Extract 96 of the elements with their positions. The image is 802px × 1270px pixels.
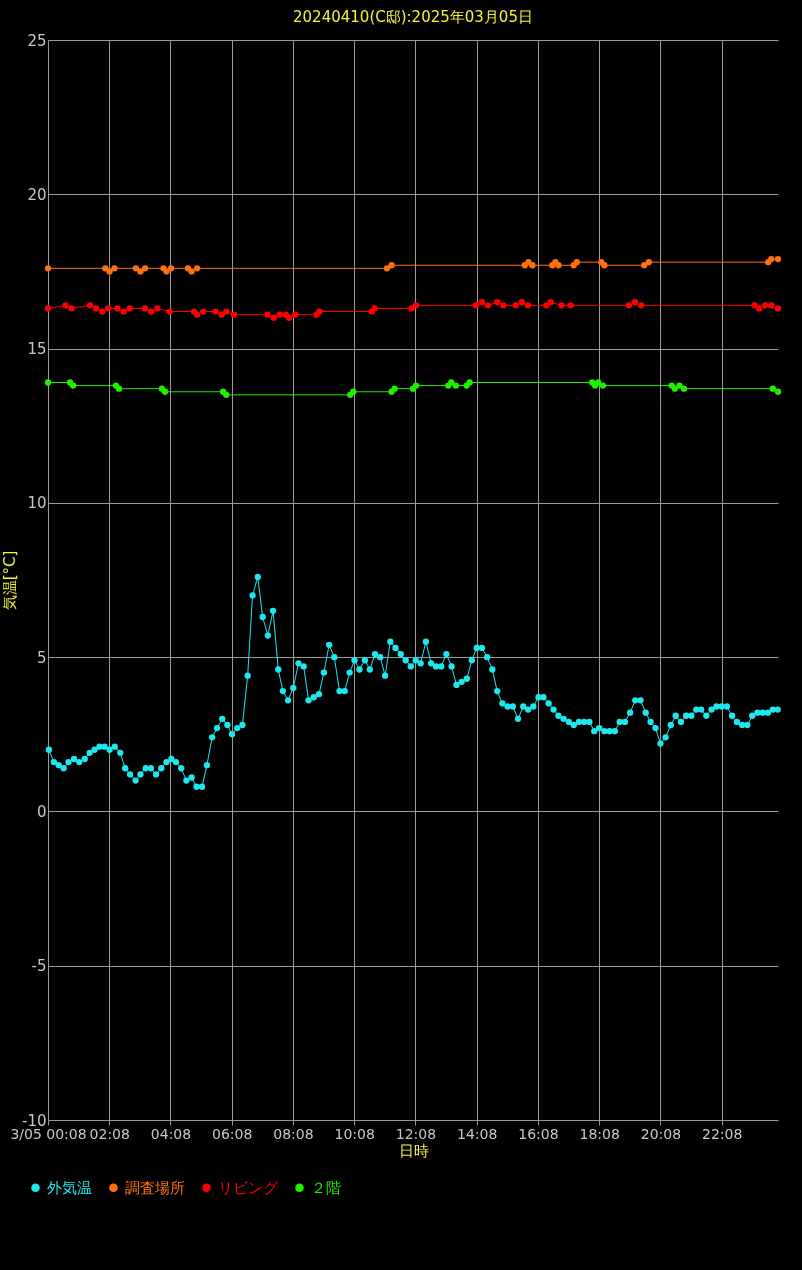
point: [412, 302, 420, 309]
chart-title: 20240410(C邸):2025年03月05日: [293, 8, 533, 26]
point: [641, 262, 648, 269]
point: [270, 314, 277, 321]
point: [218, 311, 225, 318]
point: [512, 302, 519, 309]
point: [223, 391, 230, 399]
x-tick-label: 02:08: [89, 1125, 130, 1142]
point: [132, 265, 140, 272]
point: [86, 302, 94, 309]
point: [200, 308, 207, 315]
y-tick-label: 5: [36, 648, 47, 667]
point: [768, 302, 775, 309]
legend-label: ２階: [311, 1178, 341, 1197]
point: [111, 265, 118, 272]
point: [524, 302, 531, 309]
point: [388, 262, 395, 269]
point: [774, 255, 782, 263]
point: [148, 308, 155, 315]
point: [558, 302, 565, 309]
point: [167, 265, 175, 272]
point: [452, 382, 460, 389]
point: [68, 305, 75, 312]
point: [193, 265, 201, 272]
point: [494, 299, 501, 306]
point: [751, 302, 758, 309]
point: [223, 308, 230, 315]
point: [276, 311, 283, 318]
point: [99, 308, 106, 315]
point: [154, 305, 161, 312]
point: [676, 382, 683, 389]
point: [637, 302, 645, 309]
point: [625, 302, 633, 309]
point: [264, 311, 271, 318]
x-tick-label: 20:08: [640, 1125, 682, 1142]
point: [500, 302, 507, 309]
point: [106, 268, 113, 275]
point: [92, 305, 100, 312]
point: [105, 305, 112, 312]
point: [768, 255, 775, 263]
point: [529, 262, 536, 269]
point: [755, 305, 763, 312]
point: [631, 299, 639, 306]
x-tick-label: 10:08: [334, 1125, 375, 1142]
x-tick-label: 18:08: [579, 1125, 620, 1142]
legend-label: リビング: [218, 1178, 279, 1197]
x-tick-label: 12:08: [395, 1125, 437, 1142]
point: [408, 305, 415, 312]
point: [774, 305, 782, 312]
y-tick-label: 15: [27, 340, 47, 359]
point: [769, 385, 776, 392]
point: [212, 308, 219, 315]
point: [44, 265, 52, 272]
point: [230, 311, 238, 318]
point: [383, 265, 391, 272]
point: [188, 268, 195, 275]
y-tick-label: 0: [36, 802, 47, 821]
y-axis-title: 気温[°C]: [1, 550, 19, 611]
point: [44, 379, 52, 386]
point: [478, 299, 486, 306]
y-tick-label: 10: [27, 494, 47, 513]
point: [141, 305, 149, 312]
point: [114, 305, 121, 312]
y-tick-label: 25: [27, 31, 47, 50]
point: [291, 311, 299, 318]
x-tick-label: 04:08: [150, 1125, 192, 1142]
point: [44, 305, 52, 312]
point: [518, 299, 525, 306]
y-tick-label: 20: [27, 185, 47, 204]
point: [645, 259, 652, 266]
x-tick-label: 06:08: [212, 1125, 253, 1142]
point: [120, 308, 127, 315]
point: [484, 302, 492, 309]
legend-label: 外気温: [47, 1178, 92, 1197]
point: [126, 305, 133, 312]
x-axis-title: 日時: [398, 1141, 429, 1160]
x-tick-label: 14:08: [457, 1125, 498, 1142]
x-tick-label: 22:08: [701, 1125, 743, 1142]
x-tick-label: 08:08: [273, 1125, 314, 1142]
point: [193, 311, 201, 318]
point: [680, 385, 688, 392]
point: [774, 388, 782, 395]
point: [137, 268, 144, 275]
x-tick-label: 16:08: [518, 1125, 559, 1142]
point: [543, 302, 550, 309]
point: [69, 382, 77, 389]
point: [599, 382, 607, 389]
point: [547, 299, 554, 306]
point: [141, 265, 149, 272]
point: [472, 302, 479, 309]
y-tick-label: -5: [31, 957, 47, 976]
point: [761, 302, 769, 309]
point: [62, 302, 69, 309]
point: [567, 302, 574, 309]
point: [166, 308, 173, 315]
legend-label: 調査場所: [125, 1178, 185, 1197]
